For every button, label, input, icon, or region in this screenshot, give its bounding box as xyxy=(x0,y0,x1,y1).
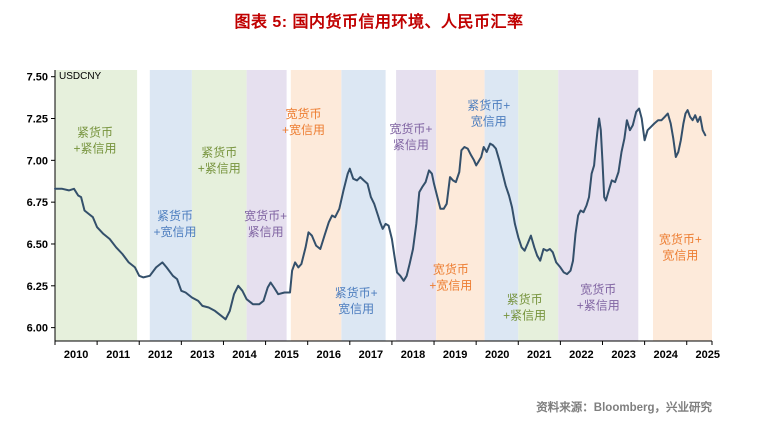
x-tick-label: 2011 xyxy=(106,349,130,361)
regime-label-green: 紧货币+紧信用 xyxy=(198,144,241,175)
x-tick-label: 2025 xyxy=(696,349,720,361)
regime-band-green xyxy=(191,70,247,341)
regime-label-blue: 紧货币+宽信用 xyxy=(335,285,378,316)
x-tick-label: 2016 xyxy=(317,349,341,361)
chart-title: 图表 5: 国内货币信用环境、人民币汇率 xyxy=(234,14,524,31)
y-tick-label: 6.00 xyxy=(27,323,48,335)
regime-label-blue: 紧货币+宽信用 xyxy=(153,208,196,239)
regime-label-purple: 宽货币+紧信用 xyxy=(389,121,432,152)
usdcny-regime-chart: 7.50 7.25 7.00 6.75 6.50 6.25 6.00 2010 2011 2012… xyxy=(27,70,720,361)
x-tick-label: 2012 xyxy=(148,349,172,361)
y-tick-label: 7.25 xyxy=(27,114,48,126)
regime-band-blue xyxy=(149,70,192,341)
regime-band-blue xyxy=(341,70,386,341)
regime-label-green: 紧货币+紧信用 xyxy=(73,124,116,155)
regime-band-purple xyxy=(558,70,639,341)
regime-label-orange: 宽货币+宽信用 xyxy=(659,231,702,262)
regime-label-blue: 紧货币+宽信用 xyxy=(467,98,510,129)
regime-band-orange xyxy=(653,70,712,341)
regime-label-orange: 宽货币+宽信用 xyxy=(282,106,325,137)
x-tick-label: 2018 xyxy=(401,349,425,361)
x-tick-label: 2013 xyxy=(190,349,214,361)
x-tick-label: 2023 xyxy=(611,349,635,361)
unit-label: USDCNY xyxy=(59,71,102,82)
regime-band-purple xyxy=(246,70,287,341)
regime-label-orange: 宽货币+宽信用 xyxy=(429,261,472,292)
regime-band-orange xyxy=(290,70,342,341)
x-tick-label: 2020 xyxy=(485,349,509,361)
source-note: 资料来源：Bloomberg，兴业研究 xyxy=(536,402,712,414)
regime-band-orange xyxy=(436,70,485,341)
y-tick-label: 6.75 xyxy=(27,197,48,209)
regime-band-green xyxy=(518,70,559,341)
x-tick-label: 2010 xyxy=(64,349,88,361)
x-tick-label: 2014 xyxy=(232,349,257,361)
x-tick-label: 2024 xyxy=(653,349,678,361)
x-tick-label: 2021 xyxy=(527,349,551,361)
regime-label-purple: 宽货币+紧信用 xyxy=(244,208,287,239)
y-tick-label: 7.50 xyxy=(27,72,48,84)
usdcny-line xyxy=(54,107,707,321)
y-tick-label: 6.50 xyxy=(27,239,48,251)
y-tick-label: 7.00 xyxy=(27,155,48,167)
regime-band-green xyxy=(55,70,138,341)
x-tick-label: 2022 xyxy=(569,349,593,361)
x-tick-label: 2015 xyxy=(274,349,298,361)
y-tick-label: 6.25 xyxy=(27,281,48,293)
x-tick-label: 2019 xyxy=(443,349,467,361)
regime-band-blue xyxy=(484,70,519,341)
regime-label-green: 紧货币+紧信用 xyxy=(503,292,546,323)
regime-band-purple xyxy=(396,70,437,341)
x-tick-label: 2017 xyxy=(359,349,383,361)
regime-label-purple: 宽货币+紧信用 xyxy=(577,282,620,313)
